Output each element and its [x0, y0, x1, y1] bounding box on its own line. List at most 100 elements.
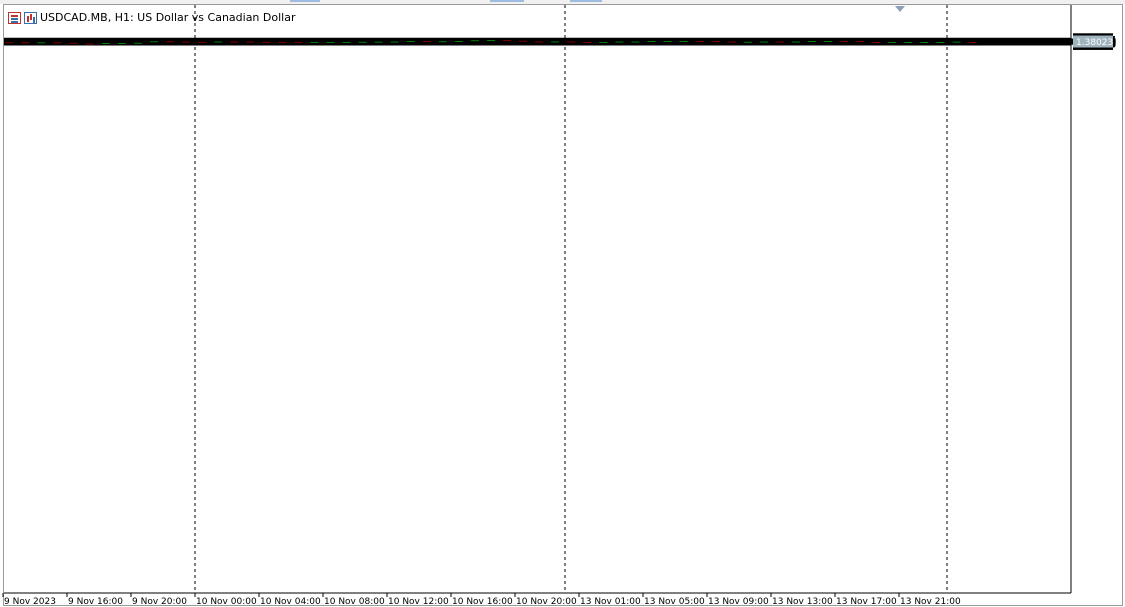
- candle: [550, 40, 561, 44]
- bull-candle-body: [36, 41, 47, 45]
- time-tick-label: 10 Nov 08:00: [324, 597, 385, 607]
- candle: [935, 41, 946, 44]
- bull-candle-body: [341, 41, 352, 44]
- candle: [277, 41, 288, 44]
- candle: [694, 40, 705, 43]
- bull-candle-body: [550, 40, 561, 44]
- candle: [742, 40, 753, 44]
- bull-candle-body: [903, 41, 914, 44]
- candle: [614, 40, 625, 44]
- bull-candle-body: [935, 41, 946, 44]
- candle: [52, 41, 63, 45]
- candle: [646, 40, 657, 43]
- time-tick-label: 10 Nov 20:00: [516, 597, 577, 607]
- candle: [148, 40, 159, 44]
- candle: [132, 41, 143, 45]
- candle: [293, 41, 304, 44]
- bull-candle-body: [453, 40, 464, 43]
- bear-candle-body: [774, 40, 785, 44]
- candle: [357, 40, 368, 44]
- bear-candle-body: [245, 40, 256, 44]
- candle: [421, 40, 432, 43]
- bull-candle-body: [598, 41, 609, 44]
- time-tick-label: 13 Nov 05:00: [644, 597, 705, 607]
- bull-candle-body: [662, 40, 673, 43]
- bull-candle-body: [389, 40, 400, 44]
- chart-header: USDCAD.MB, H1: US Dollar vs Canadian Dol…: [8, 11, 295, 24]
- candle: [100, 42, 111, 45]
- time-tick-label: 13 Nov 01:00: [580, 597, 641, 607]
- candle: [437, 40, 448, 44]
- candle: [903, 41, 914, 44]
- candle: [726, 40, 737, 44]
- candle: [325, 41, 336, 44]
- bar-chart-icon[interactable]: [24, 11, 37, 24]
- toolbar-tab-hint: [490, 0, 524, 2]
- candle: [197, 40, 208, 44]
- toolbar-tab-hint: [290, 0, 320, 2]
- candle: [871, 41, 882, 44]
- chart-title: USDCAD.MB, H1: US Dollar vs Canadian Dol…: [40, 11, 296, 24]
- candle: [213, 40, 224, 44]
- bear-candle-body: [518, 39, 529, 43]
- candle: [245, 40, 256, 44]
- candle: [4, 41, 15, 45]
- chart-window[interactable]: [3, 4, 1123, 606]
- candle: [518, 39, 529, 43]
- bear-candle-body: [566, 40, 577, 44]
- candle: [469, 39, 480, 43]
- candle: [373, 40, 384, 44]
- bull-candle-body: [758, 40, 769, 44]
- time-tick-label: 13 Nov 17:00: [836, 597, 897, 607]
- candle: [309, 41, 320, 44]
- candle: [598, 41, 609, 44]
- bear-candle-body: [710, 40, 721, 44]
- top-toolbar-edge: [0, 0, 1125, 4]
- bear-candle-body: [181, 40, 192, 44]
- price-axis[interactable]: 1.386051.384551.383801.383051.382301.381…: [4, 5, 1116, 594]
- bull-candle-body: [887, 41, 898, 44]
- candle: [758, 40, 769, 44]
- candle: [116, 42, 127, 45]
- candle: [36, 41, 47, 45]
- bear-candle-body: [855, 40, 866, 43]
- time-tick-label: 10 Nov 16:00: [452, 597, 513, 607]
- bull-candle-body: [790, 40, 801, 44]
- bull-candle-body: [678, 40, 689, 43]
- candle: [855, 40, 866, 43]
- candle: [68, 41, 79, 45]
- bull-candle-body: [437, 40, 448, 44]
- bear-candle-body: [68, 41, 79, 45]
- time-tick-label: 13 Nov 13:00: [772, 597, 833, 607]
- symbol-list-icon[interactable]: [8, 11, 21, 24]
- candle: [405, 40, 416, 43]
- candle: [534, 40, 545, 44]
- bull-candle-body: [646, 40, 657, 43]
- bull-candle-body: [373, 40, 384, 44]
- candle: [582, 41, 593, 44]
- bull-candle-body: [116, 42, 127, 45]
- time-tick-label: 10 Nov 04:00: [260, 597, 321, 607]
- bull-candle-body: [405, 40, 416, 43]
- bear-candle-body: [582, 41, 593, 44]
- bear-candle-body: [967, 41, 978, 44]
- bull-candle-body: [357, 40, 368, 44]
- time-tick-label: 9 Nov 20:00: [132, 597, 187, 607]
- candle: [662, 40, 673, 43]
- time-axis[interactable]: 9 Nov 2023 9 Nov 16:00 9 Nov 20:00 10 Nov 0…: [2, 593, 961, 607]
- candle: [341, 41, 352, 44]
- bull-candle-body: [132, 41, 143, 45]
- bear-candle-body: [20, 41, 31, 45]
- candle: [630, 40, 641, 44]
- time-tick-label: 13 Nov 21:00: [900, 597, 961, 607]
- candle: [181, 40, 192, 44]
- chart-shift-marker-icon[interactable]: [895, 6, 905, 12]
- bull-candle-body: [951, 40, 962, 44]
- candle: [710, 40, 721, 44]
- bear-candle-body: [261, 40, 272, 44]
- candle: [502, 39, 513, 42]
- bear-candle-body: [694, 40, 705, 43]
- bear-candle-body: [839, 40, 850, 43]
- bull-candle-body: [630, 40, 641, 44]
